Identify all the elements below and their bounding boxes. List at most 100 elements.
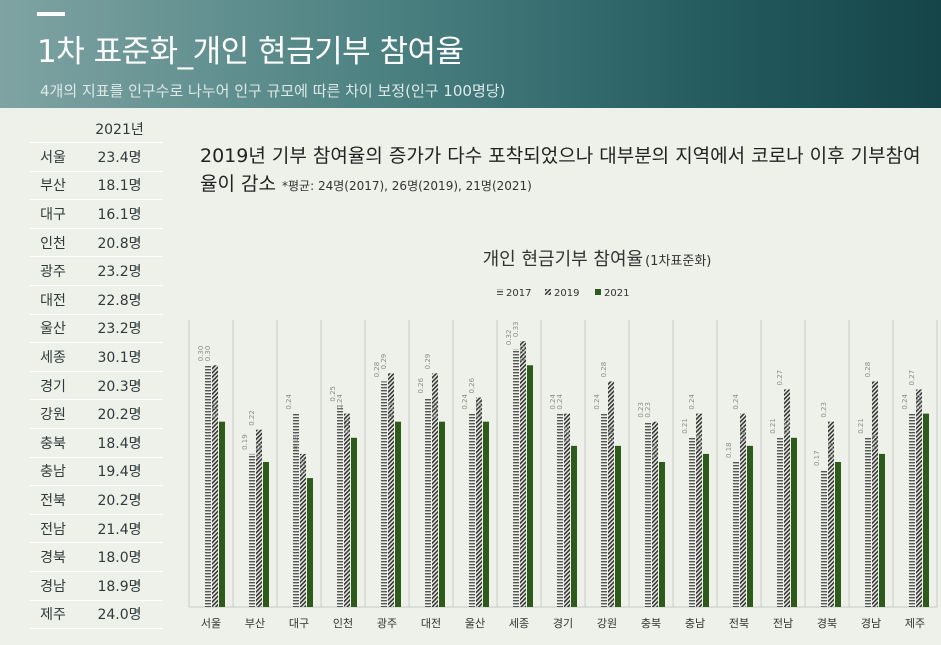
bar-2019 [476, 397, 482, 607]
data-label: 0.25 [329, 386, 337, 402]
data-label: 0.23 [387, 402, 395, 418]
data-label: 0.28 [600, 362, 608, 378]
header-banner: 1차 표준화_개인 현금기부 참여율 4개의 지표를 인구수로 나누어 인구 규… [0, 0, 941, 108]
table-row: 경북 18.0명 [30, 542, 163, 572]
data-label: 0.18 [651, 442, 659, 458]
data-label: 0.24 [915, 393, 923, 409]
bar-2021 [615, 445, 621, 607]
table-row: 경남 18.9명 [30, 571, 163, 601]
x-tick-label: 충남 [685, 617, 705, 630]
data-label: 0.29 [424, 354, 432, 370]
bar-2017 [601, 413, 607, 607]
data-label: 0.24 [732, 393, 740, 409]
table-value-cell: 18.0명 [76, 542, 163, 572]
bar-2017 [557, 413, 563, 607]
table-row: 울산 23.2명 [30, 314, 163, 344]
data-label: 0.24 [593, 393, 601, 409]
table-region-cell: 충북 [30, 428, 76, 458]
table-region-cell: 강원 [30, 399, 76, 429]
table-header-row: 2021년 [30, 116, 163, 143]
data-label: 0.20 [739, 426, 747, 442]
table-region-cell: 충남 [30, 457, 76, 487]
x-tick-label: 대전 [421, 617, 441, 630]
header-accent-bar [37, 12, 65, 16]
table-region-cell: 대전 [30, 285, 76, 315]
region-table: 2021년 서울 23.4명 부산 18.1명 대구 16.1명 인천 20.8명 광주 23.2… [30, 116, 163, 630]
data-label: 0.32 [505, 330, 513, 346]
data-label: 0.20 [563, 426, 571, 442]
bar-2021 [219, 421, 225, 607]
data-label: 0.26 [468, 377, 476, 393]
x-tick-label: 충북 [641, 617, 661, 630]
chart-bars: 0.30 0.300.230.190.220.180.240.190.160.25… [197, 322, 929, 607]
data-label: 0.23 [637, 402, 645, 418]
legend-swatch [497, 289, 503, 295]
x-tick-label: 광주 [377, 617, 397, 630]
x-tick-label: 경남 [861, 617, 881, 630]
bar-2017 [909, 413, 915, 607]
table-row: 충남 19.4명 [30, 457, 163, 487]
table-value-cell: 22.8명 [76, 285, 163, 315]
x-tick-label: 강원 [597, 617, 617, 630]
chart-x-labels: 서울 부산 대구 인천 광주 대전 울산 세종 경기 강원 충북 충남 전북 전남 경북 경남 제주 [201, 616, 925, 630]
x-tick-label: 전남 [773, 617, 793, 630]
data-label: 0.30 [519, 346, 527, 362]
table-row: 부산 18.1명 [30, 171, 163, 201]
table-value-cell: 21.4명 [76, 514, 163, 544]
table-year-header: 2021년 [76, 116, 163, 143]
bar-2021 [835, 461, 841, 607]
bar-2021 [659, 461, 665, 607]
data-label: 0.19 [241, 434, 249, 450]
data-label: 0.23 [211, 402, 219, 418]
data-label: 0.27 [776, 370, 784, 386]
data-label: 0.20 [607, 426, 615, 442]
x-tick-label: 세종 [509, 617, 529, 630]
data-label: 0.23 [431, 402, 439, 418]
chart-title-main: 개인 현금기부 참여율 [483, 249, 643, 270]
table-value-cell: 20.2명 [76, 399, 163, 429]
bar-2017 [381, 381, 387, 607]
data-label: 0.24 [461, 393, 469, 409]
bar-2021 [879, 453, 885, 607]
bar-2019 [212, 365, 218, 607]
table-value-cell: 18.9명 [76, 571, 163, 601]
x-tick-label: 전북 [729, 617, 749, 630]
table-region-cell: 제주 [30, 600, 76, 630]
headline: 2019년 기부 참여율의 증가가 다수 포착되었으나 대부분의 지역에서 코로… [200, 142, 925, 200]
x-tick-label: 제주 [905, 617, 925, 630]
chart-legend: 2017 2019 2021 [497, 288, 629, 299]
bar-2019 [256, 429, 262, 607]
bar-2019 [740, 413, 746, 607]
legend-swatch [545, 289, 551, 295]
bar-2021 [351, 437, 357, 607]
table-region-cell: 광주 [30, 256, 76, 286]
data-label: 0.27 [908, 370, 916, 386]
bar-2017 [469, 413, 475, 607]
bar-2017 [513, 349, 519, 607]
x-tick-label: 울산 [465, 617, 485, 630]
bar-2017 [425, 397, 431, 607]
headline-note: *평균: 24명(2017), 26명(2019), 21명(2021) [282, 179, 532, 193]
chart-title: 개인 현금기부 참여율 (1차표준화) [483, 249, 712, 270]
table-region-cell: 경북 [30, 542, 76, 572]
table-region-cell: 경남 [30, 571, 76, 601]
data-label: 0.24 [688, 393, 696, 409]
table-row: 경기 20.3명 [30, 371, 163, 401]
table-region-cell: 울산 [30, 314, 76, 344]
data-label: 0.19 [695, 434, 703, 450]
table-row: 광주 23.2명 [30, 256, 163, 286]
bar-2017 [645, 421, 651, 607]
table-value-cell: 24.0명 [76, 600, 163, 630]
bar-2019 [388, 373, 394, 607]
table-row: 대구 16.1명 [30, 199, 163, 229]
data-label: 0.24 [556, 393, 564, 409]
table-header-blank [30, 116, 76, 143]
table-row: 서울 23.4명 [30, 142, 163, 172]
data-label: 0.24 [285, 393, 293, 409]
bar-2019 [608, 381, 614, 607]
bar-2021 [263, 461, 269, 607]
table-row: 제주 24.0명 [30, 600, 163, 630]
bar-2021 [791, 437, 797, 607]
bar-2019 [344, 413, 350, 607]
table-region-cell: 전북 [30, 485, 76, 515]
